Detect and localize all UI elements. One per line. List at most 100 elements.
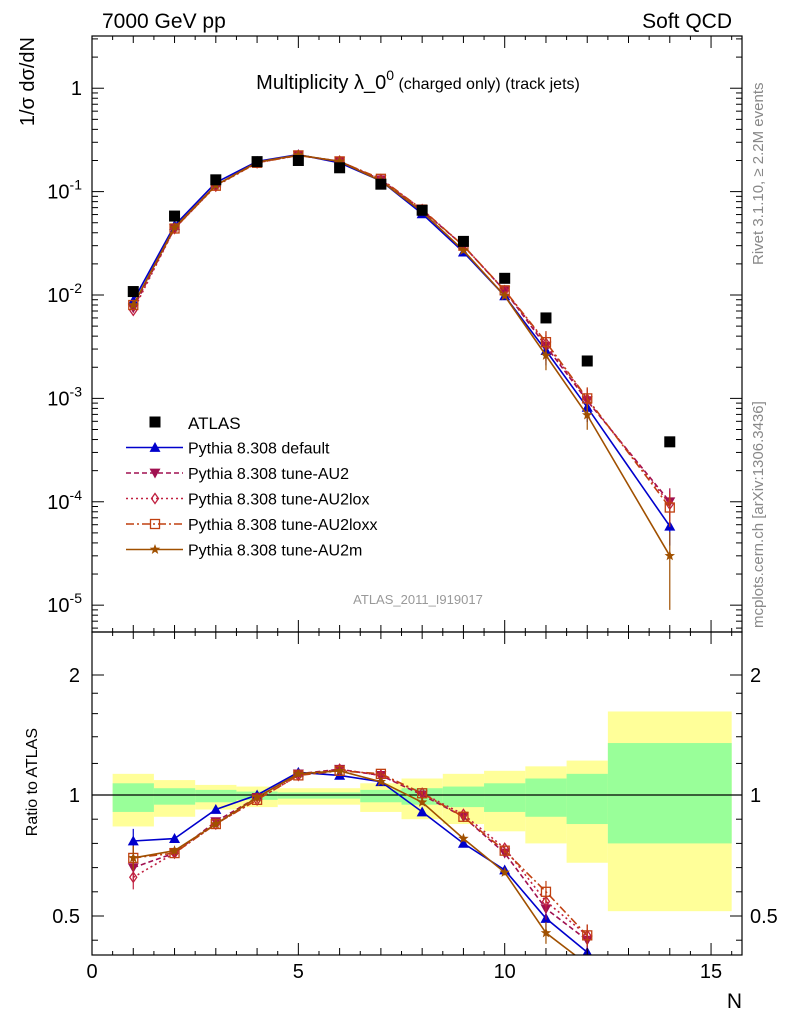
y-tick-label: 10-4 [47,487,82,514]
ratio-marker [169,845,180,856]
x-tick-label: 5 [293,961,304,983]
y-tick-label: 10-2 [47,280,82,307]
x-axis-label: N [727,990,742,1013]
analysis-watermark: ATLAS_2011_I919017 [353,592,483,607]
x-tick-label: 0 [86,961,97,983]
ratio-marker [128,852,139,863]
ratio-y-tick-label-right: 1 [750,785,761,807]
y-tick-label: 10-3 [47,383,82,410]
legend-label: Pythia 8.308 tune-AU2loxx [188,517,377,534]
band-inner [525,778,567,817]
data-point [457,235,469,247]
series-marker [169,221,180,232]
legend-marker [149,442,161,452]
chart-title: Multiplicity λ_00 (charged only) (track … [256,67,580,94]
series-marker [334,155,345,166]
data-point [664,436,676,448]
ratio-marker [335,763,344,776]
ratio-marker [499,866,510,877]
ratio-y-tick-label: 2 [69,665,80,687]
y-tick-label: 10-5 [47,590,82,617]
ratio-data-area [92,711,742,969]
legend-marker [149,416,161,428]
ratio-marker [499,845,510,856]
data-point [581,355,593,367]
data-point [292,154,304,166]
legend: ATLAS Pythia 8.308 default Pythia 8.308 tu… [126,414,377,560]
ratio-y-tick-label-right: 0.5 [750,906,778,928]
data-point [169,210,181,222]
series-marker [499,290,510,301]
rivet-version-label: Rivet 3.1.10, ≥ 2.2M events [750,83,767,266]
ratio-y-axis-label: Ratio to ATLAS [24,728,41,836]
legend-label: Pythia 8.308 default [188,441,330,458]
data-point [499,272,511,284]
ratio-frame [91,631,743,956]
ratio-marker [540,927,552,938]
legend-marker [149,468,161,479]
ratio-marker [458,811,469,822]
data-point [334,162,346,174]
y-axis-label: 1/σ dσ/dN [17,37,39,126]
ratio-line [133,769,577,955]
ratio-marker [541,895,551,908]
ratio-marker [582,959,592,969]
data-point [540,312,552,324]
ratio-marker [334,765,345,776]
ratio-y-tick-label: 1 [69,785,80,807]
band-inner [566,773,608,825]
main-data-area [127,149,676,610]
ratio-marker [128,871,138,884]
legend-label: Pythia 8.308 tune-AU2 [188,466,349,483]
series-marker [540,349,552,360]
ratio-marker [169,833,181,843]
ratio-line [133,768,588,941]
header-process-label: Soft QCD [642,10,732,33]
series-marker [582,409,593,420]
y-tick-label: 1 [71,78,82,100]
legend-marker [150,492,160,505]
ratio-marker [375,776,387,787]
ratio-marker [416,796,428,807]
ratio-y-tick-label-right: 2 [750,665,761,687]
data-point [375,178,387,190]
series-marker [664,502,675,513]
mcplots-credit-label: mcplots.cern.ch [arXiv:1306.3436] [750,401,767,628]
ratio-marker [457,837,469,848]
band-inner [153,788,196,805]
series-marker [458,244,469,255]
legend-label: ATLAS [188,414,241,433]
ratio-marker [582,930,593,941]
ratio-marker [210,804,222,814]
main-panel: 10-5 10-4 10-3 10-2 10-1 1 1/σ dσ/dN Multiplici… [17,35,743,633]
ratio-marker [127,835,139,846]
y-tick-label: 10-1 [47,177,82,204]
series-marker [128,299,139,310]
band-inner [360,789,402,803]
legend-marker [149,544,161,554]
header-energy-label: 7000 GeV pp [102,10,226,33]
x-tick-label: 10 [494,961,516,983]
legend-label: Pythia 8.308 tune-AU2lox [188,492,369,509]
ratio-marker [416,806,428,817]
ratio-y-tick-label: 0.5 [52,906,80,928]
ratio-marker [210,818,222,829]
data-point [127,286,139,298]
ratio-marker [293,768,304,779]
band-inner [607,743,732,844]
series-marker [293,149,304,160]
legend-label: Pythia 8.308 tune-AU2m [188,543,362,560]
data-point [210,174,222,186]
ratio-line [132,768,588,937]
ratio-line [133,771,588,953]
ratio-marker [251,791,263,802]
data-point [251,156,263,168]
series-marker [664,550,676,561]
ratio-panel: 0.5 1 2 0.5 1 2 0 5 10 15 Ratio to ATLAS N [24,631,778,1013]
x-tick-label: 15 [700,961,722,983]
ratio-marker [458,833,469,844]
ratio-marker [540,886,552,897]
series-marker [582,393,593,404]
legend-marker [149,518,161,530]
